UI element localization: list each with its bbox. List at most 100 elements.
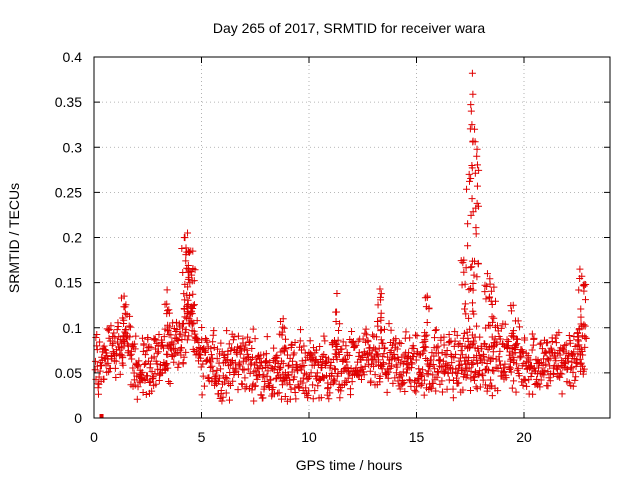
data-point	[429, 361, 437, 369]
data-point	[548, 338, 556, 346]
data-point	[104, 326, 112, 334]
data-point	[243, 383, 251, 391]
data-point	[107, 322, 115, 330]
data-point	[147, 360, 155, 368]
data-point	[264, 367, 272, 375]
data-point	[536, 383, 544, 391]
data-point	[143, 347, 151, 355]
data-point	[160, 333, 168, 341]
data-point	[542, 360, 550, 368]
data-point	[273, 354, 281, 362]
data-point	[515, 372, 523, 380]
data-point	[402, 328, 410, 336]
data-point	[488, 333, 496, 341]
data-point	[507, 368, 515, 376]
data-point	[168, 338, 176, 346]
data-point	[412, 388, 420, 396]
data-point	[270, 390, 278, 398]
data-point	[331, 365, 339, 373]
data-point	[571, 376, 579, 384]
data-point	[577, 305, 585, 313]
data-point	[463, 185, 471, 193]
data-point	[417, 381, 425, 389]
data-point	[120, 292, 128, 300]
data-point	[467, 174, 475, 182]
data-point	[461, 305, 469, 313]
data-point	[468, 195, 476, 203]
data-point	[178, 344, 186, 352]
data-point	[558, 390, 566, 398]
data-point	[488, 300, 496, 308]
data-point	[248, 353, 256, 361]
data-point	[367, 377, 375, 385]
data-point	[238, 380, 246, 388]
data-point	[387, 326, 395, 334]
data-point	[126, 312, 134, 320]
data-point	[363, 331, 371, 339]
data-point	[360, 371, 368, 379]
data-point	[101, 345, 109, 353]
data-point	[521, 336, 529, 344]
data-point	[141, 351, 149, 359]
data-point	[302, 356, 310, 364]
data-point	[147, 343, 155, 351]
data-point	[314, 360, 322, 368]
data-point	[567, 365, 575, 373]
data-point	[145, 379, 153, 387]
data-point	[456, 361, 464, 369]
data-point	[332, 341, 340, 349]
data-point	[465, 344, 473, 352]
data-point	[509, 327, 517, 335]
data-point	[288, 340, 296, 348]
data-point	[423, 319, 431, 327]
data-point	[230, 333, 238, 341]
data-point	[236, 350, 244, 358]
data-point	[126, 351, 134, 359]
data-point	[287, 343, 295, 351]
data-point	[164, 351, 172, 359]
data-point	[163, 360, 171, 368]
data-point	[277, 395, 285, 403]
data-point	[227, 358, 235, 366]
data-point	[258, 364, 266, 372]
data-point	[420, 376, 428, 384]
x-tick-label: 5	[198, 429, 206, 445]
data-point	[474, 371, 482, 379]
x-tick-label: 10	[301, 429, 317, 445]
data-point	[164, 364, 172, 372]
data-point	[174, 337, 182, 345]
data-point	[504, 342, 512, 350]
data-point	[318, 373, 326, 381]
data-point	[93, 346, 101, 354]
data-point	[339, 338, 347, 346]
data-point	[317, 394, 325, 402]
data-point	[336, 320, 344, 328]
data-point	[473, 322, 481, 330]
data-point	[578, 272, 586, 280]
data-point	[104, 359, 112, 367]
y-tick-label: 0.1	[63, 320, 83, 336]
data-point	[369, 355, 377, 363]
data-point	[278, 381, 286, 389]
data-point	[249, 325, 257, 333]
data-point	[383, 388, 391, 396]
data-point	[421, 329, 429, 337]
data-point	[232, 348, 240, 356]
data-point	[348, 328, 356, 336]
data-point	[269, 383, 277, 391]
data-point	[208, 362, 216, 370]
data-point	[315, 376, 323, 384]
data-point	[197, 354, 205, 362]
data-point	[243, 346, 251, 354]
data-point	[111, 351, 119, 359]
data-point	[412, 356, 420, 364]
data-point	[501, 320, 509, 328]
data-point	[468, 257, 476, 265]
data-point	[189, 290, 197, 298]
data-point	[207, 345, 215, 353]
data-point	[241, 374, 249, 382]
data-point	[440, 341, 448, 349]
data-point	[134, 361, 142, 369]
data-point	[377, 290, 385, 298]
